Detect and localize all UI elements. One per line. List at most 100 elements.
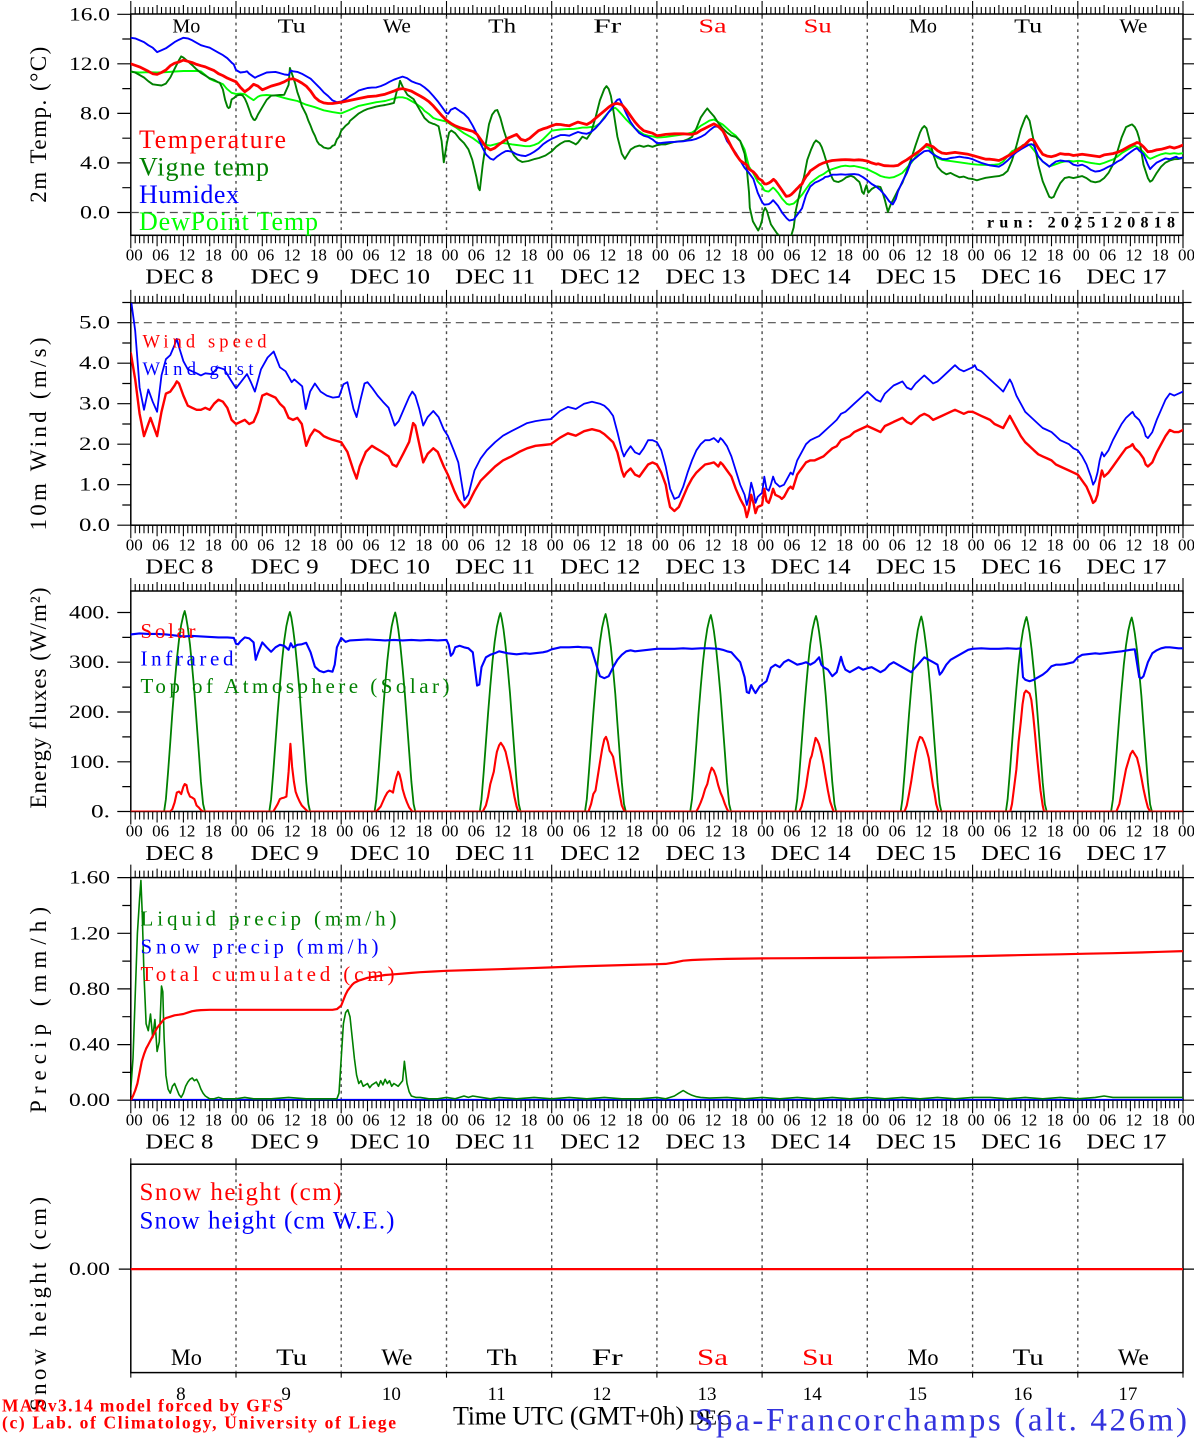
- svg-text:12: 12: [1125, 535, 1142, 554]
- svg-text:12: 12: [810, 246, 827, 265]
- svg-text:06: 06: [363, 246, 380, 265]
- svg-text:06: 06: [1099, 822, 1116, 841]
- svg-text:18: 18: [310, 1110, 327, 1129]
- svg-text:06: 06: [257, 1110, 274, 1129]
- svg-text:18: 18: [310, 535, 327, 554]
- svg-text:11: 11: [487, 1384, 505, 1405]
- svg-text:06: 06: [1099, 246, 1116, 265]
- svg-text:15: 15: [908, 1384, 927, 1405]
- svg-text:06: 06: [468, 822, 485, 841]
- svg-text:9: 9: [281, 1384, 291, 1405]
- svg-text:Fr: Fr: [593, 16, 622, 38]
- svg-text:12: 12: [915, 246, 932, 265]
- svg-text:18: 18: [626, 246, 643, 265]
- svg-text:200.: 200.: [69, 702, 110, 723]
- svg-text:06: 06: [152, 822, 169, 841]
- svg-text:00: 00: [652, 246, 669, 265]
- svg-text:06: 06: [257, 246, 274, 265]
- svg-text:00: 00: [231, 1110, 248, 1129]
- svg-text:00: 00: [968, 822, 985, 841]
- svg-text:16: 16: [1013, 1384, 1032, 1405]
- svg-text:Tu: Tu: [278, 16, 306, 38]
- svg-text:12: 12: [599, 1110, 616, 1129]
- svg-text:DEC 11: DEC 11: [455, 1130, 535, 1154]
- svg-text:DEC 10: DEC 10: [350, 265, 430, 289]
- svg-text:14: 14: [803, 1384, 823, 1405]
- svg-text:12: 12: [284, 822, 301, 841]
- svg-text:Mo: Mo: [909, 16, 937, 38]
- svg-text:18: 18: [836, 1110, 853, 1129]
- svg-text:1.0: 1.0: [79, 475, 110, 496]
- svg-text:100.: 100.: [69, 752, 110, 773]
- svg-text:18: 18: [205, 535, 222, 554]
- svg-text:12: 12: [178, 822, 195, 841]
- svg-text:06: 06: [152, 246, 169, 265]
- svg-text:18: 18: [731, 246, 748, 265]
- svg-text:06: 06: [257, 535, 274, 554]
- svg-text:18: 18: [1152, 535, 1169, 554]
- svg-text:Mo: Mo: [171, 1345, 202, 1370]
- svg-text:12: 12: [810, 535, 827, 554]
- svg-text:Tu: Tu: [1013, 1345, 1045, 1370]
- svg-text:12: 12: [178, 1110, 195, 1129]
- svg-text:00: 00: [336, 246, 353, 265]
- svg-text:00: 00: [126, 822, 143, 841]
- svg-text:DEC 9: DEC 9: [251, 265, 319, 289]
- svg-text:00: 00: [862, 1110, 879, 1129]
- svg-text:06: 06: [994, 535, 1011, 554]
- svg-text:DEC 13: DEC 13: [666, 265, 746, 289]
- svg-text:Fr: Fr: [592, 1345, 624, 1370]
- svg-text:00: 00: [231, 822, 248, 841]
- svg-text:00: 00: [1178, 822, 1194, 841]
- svg-text:DewPoint Temp: DewPoint Temp: [139, 207, 318, 236]
- svg-text:DEC 14: DEC 14: [771, 1130, 852, 1154]
- svg-text:00: 00: [231, 535, 248, 554]
- svg-text:12: 12: [178, 246, 195, 265]
- svg-text:Tu: Tu: [276, 1345, 308, 1370]
- svg-text:DEC 11: DEC 11: [455, 555, 535, 579]
- svg-text:18: 18: [1047, 822, 1064, 841]
- svg-text:00: 00: [1073, 535, 1090, 554]
- svg-text:06: 06: [468, 246, 485, 265]
- svg-text:00: 00: [757, 1110, 774, 1129]
- svg-text:12: 12: [389, 535, 406, 554]
- svg-text:00: 00: [1178, 1110, 1194, 1129]
- svg-text:18: 18: [520, 1110, 537, 1129]
- svg-text:06: 06: [783, 822, 800, 841]
- svg-text:12: 12: [592, 1384, 611, 1405]
- svg-text:18: 18: [626, 1110, 643, 1129]
- svg-text:4.0: 4.0: [80, 153, 110, 174]
- svg-text:00: 00: [757, 822, 774, 841]
- svg-text:18: 18: [941, 535, 958, 554]
- svg-text:00: 00: [442, 1110, 459, 1129]
- svg-text:12: 12: [1125, 822, 1142, 841]
- svg-text:18: 18: [520, 822, 537, 841]
- svg-text:DEC 12: DEC 12: [560, 841, 640, 865]
- svg-text:00: 00: [336, 1110, 353, 1129]
- svg-text:18: 18: [1047, 535, 1064, 554]
- svg-text:DEC 13: DEC 13: [666, 841, 746, 865]
- svg-text:Energy fluxes (W/m²): Energy fluxes (W/m²): [26, 588, 51, 809]
- svg-text:18: 18: [205, 1110, 222, 1129]
- svg-text:00: 00: [757, 246, 774, 265]
- svg-text:DEC 13: DEC 13: [666, 1130, 746, 1154]
- svg-text:12: 12: [1125, 1110, 1142, 1129]
- svg-text:1.60: 1.60: [69, 868, 110, 889]
- svg-text:DEC 17: DEC 17: [1086, 1130, 1166, 1154]
- svg-text:Temperature: Temperature: [139, 125, 286, 154]
- svg-text:06: 06: [783, 535, 800, 554]
- svg-text:DEC: DEC: [689, 1406, 731, 1430]
- svg-text:(c) Lab. of Climatology, Unive: (c) Lab. of Climatology, University of L…: [2, 1413, 396, 1433]
- svg-text:4.0: 4.0: [79, 353, 110, 374]
- svg-text:12: 12: [1020, 822, 1037, 841]
- svg-text:2.0: 2.0: [79, 434, 110, 455]
- svg-text:12: 12: [178, 535, 195, 554]
- svg-text:12: 12: [1020, 1110, 1037, 1129]
- svg-text:06: 06: [363, 535, 380, 554]
- svg-text:18: 18: [731, 1110, 748, 1129]
- svg-text:12: 12: [810, 1110, 827, 1129]
- svg-text:DEC 15: DEC 15: [876, 265, 956, 289]
- svg-text:18: 18: [415, 822, 432, 841]
- svg-text:12: 12: [915, 1110, 932, 1129]
- svg-text:06: 06: [889, 246, 906, 265]
